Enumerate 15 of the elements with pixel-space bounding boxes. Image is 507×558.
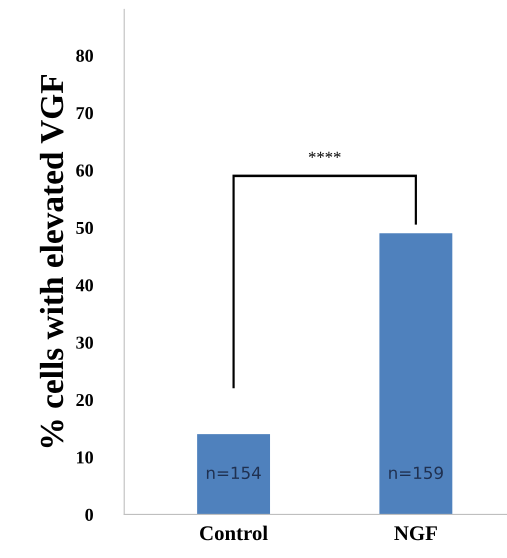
y-axis-title: % cells with elevated VGF bbox=[40, 75, 64, 448]
annotation: **** bbox=[308, 152, 341, 158]
y-tick-label: 70 bbox=[76, 107, 93, 120]
y-tick-label: 30 bbox=[76, 336, 93, 349]
y-tick-label: 80 bbox=[76, 50, 93, 62]
y-tick-label: 0 bbox=[85, 508, 93, 521]
y-tick-label: 10 bbox=[77, 451, 93, 464]
y-tick-label: 50 bbox=[76, 222, 93, 234]
y-tick-label: 40 bbox=[76, 279, 93, 292]
annotation: n=154 bbox=[206, 466, 261, 480]
y-tick-label: 20 bbox=[76, 394, 93, 406]
x-tick-label: NGF bbox=[394, 526, 437, 540]
x-tick-label: Control bbox=[200, 526, 268, 540]
y-tick-label: 60 bbox=[76, 164, 93, 177]
annotation: n=159 bbox=[389, 466, 443, 480]
